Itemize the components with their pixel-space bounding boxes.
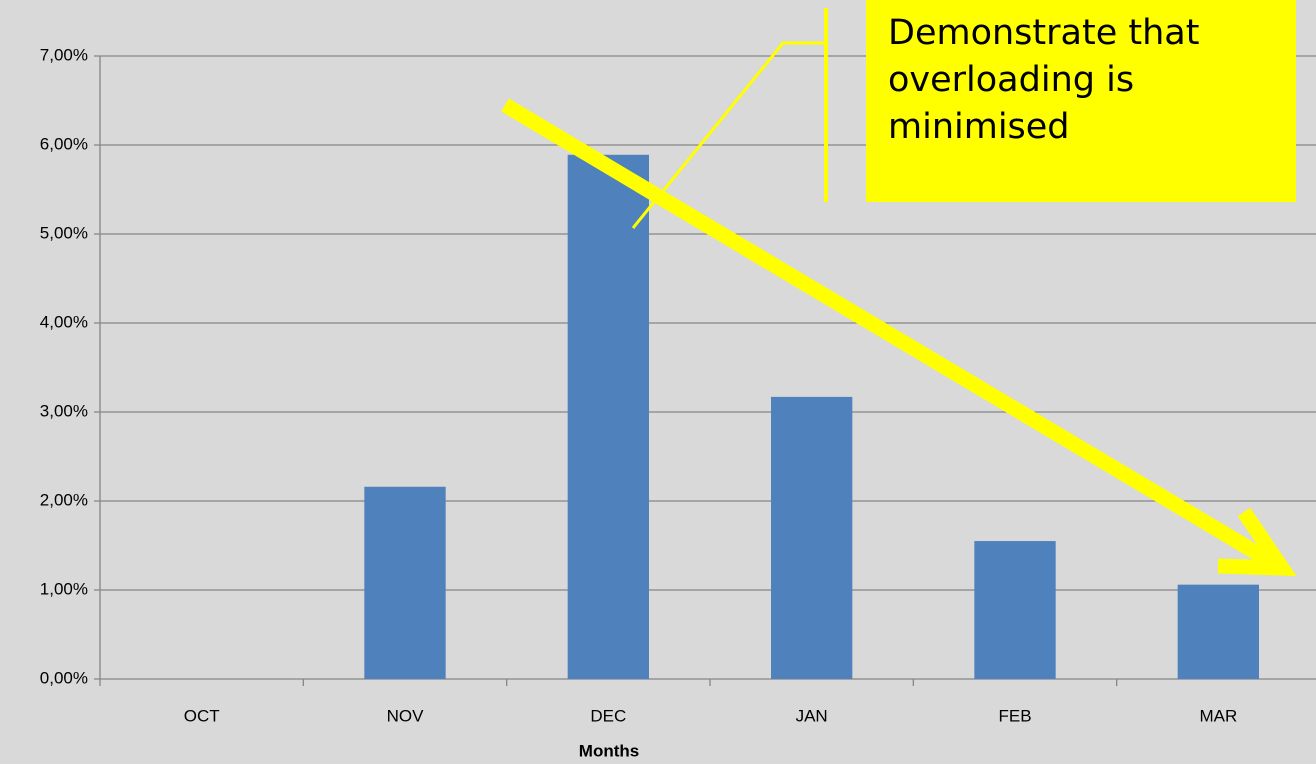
trend-arrow [501, 98, 1276, 569]
callout-line [631, 41, 826, 229]
x-tick-label: DEC [590, 706, 626, 725]
bar [567, 154, 649, 680]
x-tick-label: JAN [796, 706, 828, 725]
x-tick-label: OCT [184, 706, 220, 725]
y-tick-label: 2,00% [40, 490, 88, 509]
x-tick-label: MAR [1199, 706, 1237, 725]
bar [364, 486, 446, 679]
x-axis-title: Months [579, 741, 639, 760]
x-tick-label: FEB [998, 706, 1031, 725]
y-tick-label: 4,00% [40, 312, 88, 331]
y-tick-label: 5,00% [40, 223, 88, 242]
y-tick-label: 3,00% [40, 401, 88, 420]
y-tick-label: 7,00% [40, 45, 88, 64]
y-tick-label: 1,00% [40, 579, 88, 598]
arrow-head [1217, 507, 1297, 576]
annotation: Demonstrate that overloading is minimise… [866, 0, 1296, 202]
bar [771, 396, 853, 679]
y-tick-label: 6,00% [40, 134, 88, 153]
bar [974, 541, 1056, 679]
y-tick-label: 0,00% [40, 668, 88, 687]
x-tick-label: NOV [387, 706, 425, 725]
bar [1177, 584, 1259, 679]
